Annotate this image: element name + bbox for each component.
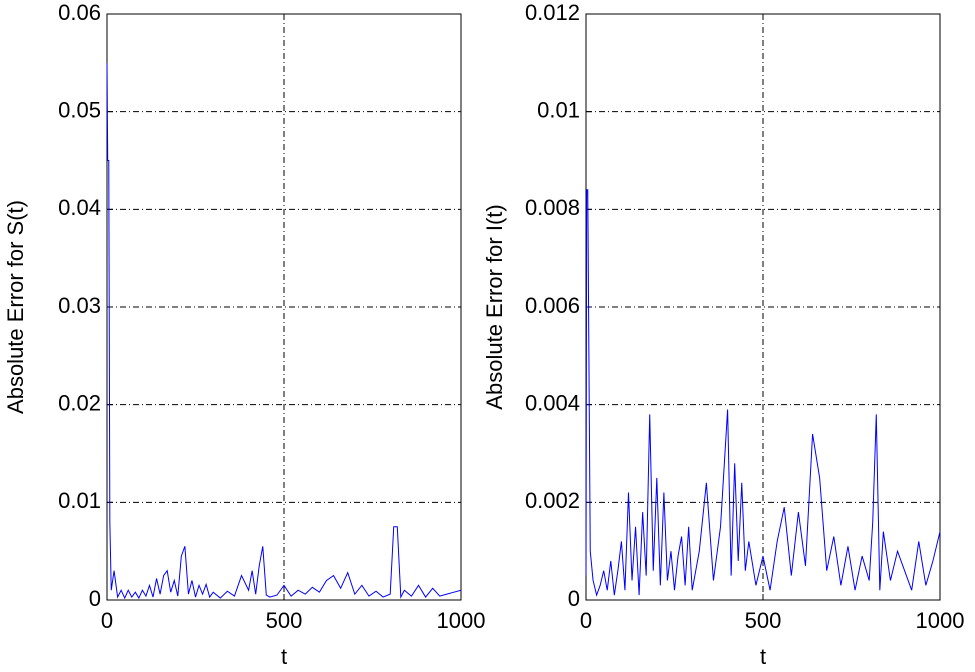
y-axis-label: Absolute Error for S(t) xyxy=(3,200,28,414)
x-tick-label: 1000 xyxy=(437,608,486,633)
x-tick-label: 0 xyxy=(101,608,113,633)
y-tick-label: 0 xyxy=(89,586,101,611)
y-tick-label: 0.02 xyxy=(58,390,101,415)
y-tick-label: 0.008 xyxy=(525,195,580,220)
x-axis-label: t xyxy=(281,644,287,669)
data-line xyxy=(106,62,462,600)
y-tick-label: 0.06 xyxy=(58,0,101,25)
y-axis-label: Absolute Error for I(t) xyxy=(482,204,507,409)
y-tick-label: 0.04 xyxy=(58,195,101,220)
y-tick-label: 0.03 xyxy=(58,293,101,318)
y-tick-label: 0.05 xyxy=(58,97,101,122)
y-tick-label: 0.01 xyxy=(58,488,101,513)
data-line xyxy=(585,189,941,597)
y-tick-label: 0.012 xyxy=(525,0,580,25)
x-tick-label: 500 xyxy=(266,608,303,633)
x-tick-label: 500 xyxy=(745,608,782,633)
y-tick-label: 0.01 xyxy=(537,97,580,122)
x-axis-label: t xyxy=(760,644,766,669)
x-tick-label: 0 xyxy=(580,608,592,633)
x-tick-label: 1000 xyxy=(916,608,965,633)
y-tick-label: 0 xyxy=(568,586,580,611)
plot-frame xyxy=(106,13,462,601)
y-tick-label: 0.006 xyxy=(525,293,580,318)
y-tick-label: 0.004 xyxy=(525,390,580,415)
y-tick-label: 0.002 xyxy=(525,488,580,513)
